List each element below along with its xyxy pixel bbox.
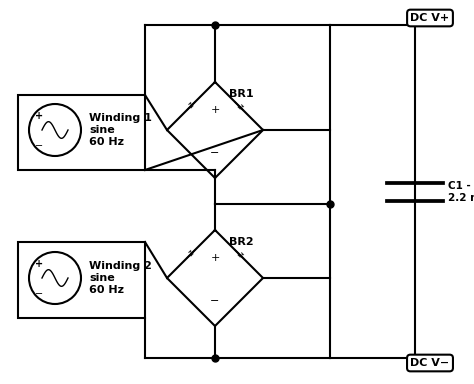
Text: +: +: [210, 105, 219, 115]
Text: C1 - 35V
2.2 mF: C1 - 35V 2.2 mF: [448, 181, 474, 203]
Text: Winding 2
sine
60 Hz: Winding 2 sine 60 Hz: [89, 262, 152, 295]
Text: +: +: [35, 111, 43, 121]
Text: BR1: BR1: [229, 89, 254, 99]
Text: Winding 1
sine
60 Hz: Winding 1 sine 60 Hz: [89, 113, 152, 147]
Bar: [18, 95, 145, 170]
Text: +: +: [210, 253, 219, 263]
Text: −: −: [210, 296, 219, 306]
Text: DC V−: DC V−: [410, 358, 450, 368]
Text: −: −: [35, 289, 43, 299]
Text: −: −: [35, 141, 43, 151]
Text: +: +: [35, 259, 43, 269]
Bar: [18, 242, 145, 318]
Text: DC V+: DC V+: [410, 13, 449, 23]
Text: BR2: BR2: [229, 237, 254, 247]
Text: z: z: [186, 249, 196, 259]
Text: z: z: [186, 101, 196, 111]
Text: z: z: [234, 101, 244, 111]
Text: z: z: [234, 249, 244, 259]
Text: −: −: [210, 148, 219, 158]
